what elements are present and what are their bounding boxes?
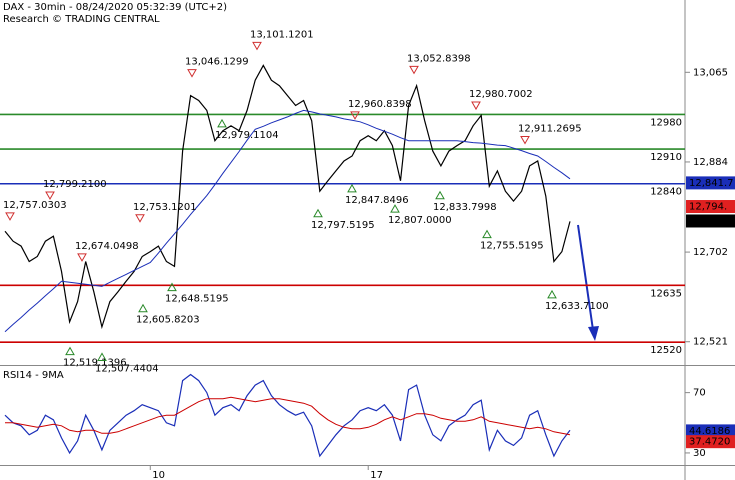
high-marker <box>520 135 530 145</box>
annotation: 12,847.8496 <box>345 195 409 206</box>
high-marker <box>187 69 197 78</box>
low-marker <box>435 190 445 200</box>
price-tag-label: 37.4720 <box>689 437 730 448</box>
annotation: 12,757.0303 <box>3 200 67 211</box>
price-tag-label: 12,764.8 <box>689 216 734 227</box>
high-marker <box>5 212 15 221</box>
annotation: 12,605.8203 <box>136 315 200 326</box>
high-marker <box>471 101 481 111</box>
forecast-arrow <box>577 224 594 331</box>
high-marker <box>77 253 87 262</box>
annotation: 12,674.0498 <box>75 241 139 252</box>
annotation: 12,911.2695 <box>518 123 582 134</box>
forecast-arrowhead <box>588 326 599 341</box>
series-line <box>5 396 571 436</box>
price-tag-label: 12,841.7 <box>689 178 734 189</box>
price-tag <box>686 176 735 190</box>
annotation: 12,833.7998 <box>433 202 497 213</box>
low-marker <box>97 352 107 361</box>
chart-title: DAX - 30min - 08/24/2020 05:32:39 (UTC+2… <box>3 2 227 13</box>
y-tick-label: 70 <box>693 388 706 399</box>
low-marker <box>167 282 177 292</box>
high-marker <box>252 41 262 51</box>
annotation: 12,633.7100 <box>545 301 609 312</box>
series-line <box>4 373 571 458</box>
low-marker <box>65 346 75 356</box>
price-tag <box>686 435 735 449</box>
high-marker <box>350 111 360 120</box>
annotation: 12,755.5195 <box>480 241 544 252</box>
annotation: 12,799.2100 <box>43 179 107 190</box>
level-label: 12910 <box>650 152 682 163</box>
series-line <box>4 109 571 333</box>
annotation: 12,979.1104 <box>215 130 279 141</box>
low-marker <box>347 183 357 193</box>
price-tag-label: 44.6186 <box>689 426 730 437</box>
indicator-title: RSI14 - 9MA <box>3 370 64 381</box>
level-label: 12520 <box>650 345 682 356</box>
annotation: 13,052.8398 <box>407 53 471 64</box>
annotation: 12,797.5195 <box>311 220 375 231</box>
price-tag <box>686 214 735 228</box>
low-marker <box>313 208 323 218</box>
low-marker <box>482 229 492 239</box>
annotation: 12,648.5195 <box>165 294 229 305</box>
low-marker <box>390 204 400 213</box>
annotation: 12,507.4404 <box>95 363 159 374</box>
annotation: 12,807.0000 <box>388 215 452 226</box>
y-tick-label: 30 <box>693 448 706 459</box>
y-tick-label: 13,065 <box>693 67 728 78</box>
low-marker <box>138 303 148 313</box>
level-label: 12840 <box>650 187 682 198</box>
price-tag <box>686 200 735 214</box>
annotation: 12,980.7002 <box>469 89 533 100</box>
annotation: 13,101.1201 <box>250 29 314 40</box>
low-marker <box>217 118 227 128</box>
annotation: 12,519.1396 <box>63 358 127 369</box>
y-tick-label: 12,702 <box>693 247 728 258</box>
level-label: 12980 <box>650 117 682 128</box>
level-label: 12635 <box>650 288 682 299</box>
x-tick-label: 17 <box>370 470 383 480</box>
chart-subtitle: Research © TRADING CENTRAL <box>3 14 160 25</box>
high-marker <box>135 214 145 223</box>
y-tick-label: 12,521 <box>693 337 728 348</box>
x-tick-label: 10 <box>152 470 165 480</box>
low-marker <box>547 289 557 299</box>
y-tick-label: 12,884 <box>693 157 728 168</box>
price-tag-label: 12,794. <box>689 202 727 213</box>
annotation: 13,046.1299 <box>185 57 249 68</box>
high-marker <box>409 65 419 75</box>
price-tag <box>686 424 735 438</box>
annotation: 12,960.8398 <box>348 99 412 110</box>
annotation: 12,753.1201 <box>133 202 197 213</box>
series-line <box>4 64 571 330</box>
high-marker <box>45 191 55 200</box>
